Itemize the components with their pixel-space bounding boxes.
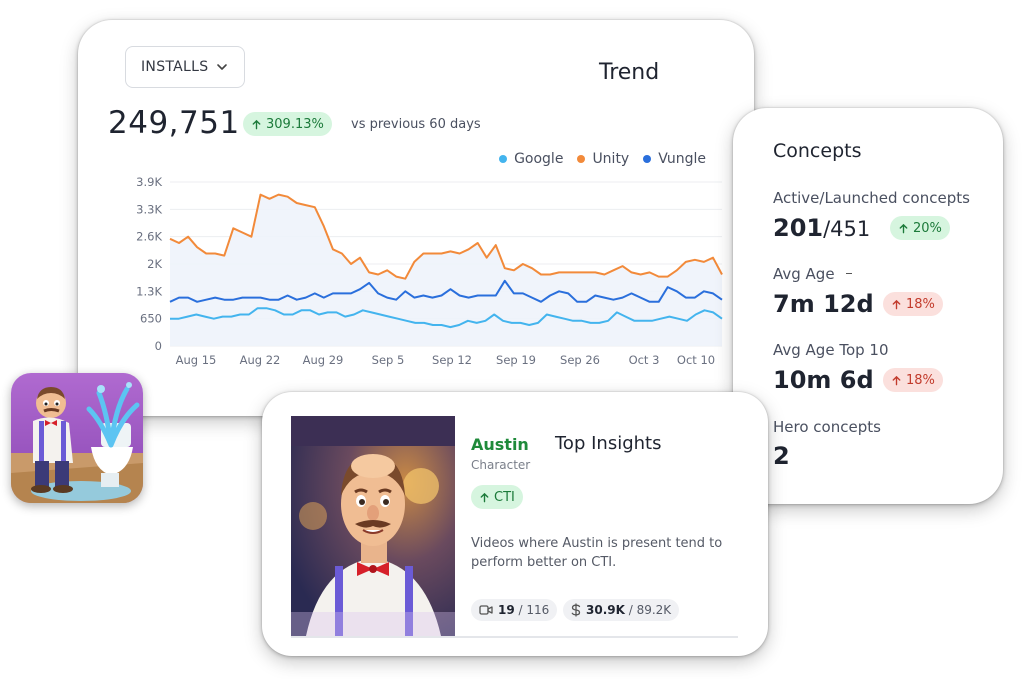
y-tick-label: 1.3K xyxy=(136,284,162,298)
spend-stat: 30.9K / 89.2K xyxy=(586,603,671,617)
app-icon[interactable] xyxy=(11,373,143,503)
y-tick-label: 2.6K xyxy=(136,230,162,244)
legend-label: Vungle xyxy=(658,151,706,167)
arrow-up-icon xyxy=(252,119,261,129)
character-type: Character xyxy=(471,458,531,472)
videos-stat-chip: 19 / 116 xyxy=(471,599,558,621)
avg-age-change-badge: 18% xyxy=(883,292,943,316)
legend-item-unity[interactable]: Unity xyxy=(577,151,629,167)
avg-age-change-value: 18% xyxy=(906,296,935,312)
video-camera-icon xyxy=(479,605,493,615)
videos-count: 19 xyxy=(498,603,515,617)
y-tick-label: 0 xyxy=(155,339,162,353)
spend-value: 30.9K xyxy=(586,603,625,617)
x-tick-label: Sep 5 xyxy=(372,353,405,367)
installs-line-chart: 3.9K 3.3K 2.6K 2K 1.3K 650 0 Aug 15 Aug 22 Aug 29… xyxy=(136,175,723,367)
active-growth-value: 20% xyxy=(913,220,942,236)
y-tick-label: 3.3K xyxy=(136,202,162,216)
insight-card: Austin Character Top Insights CTI Videos… xyxy=(262,392,768,656)
legend-item-vungle[interactable]: Vungle xyxy=(643,151,706,167)
growth-value: 309.13% xyxy=(266,116,324,132)
dollar-icon xyxy=(571,603,581,617)
divider xyxy=(846,273,852,274)
videos-stat: 19 / 116 xyxy=(498,603,549,617)
avg-age-value: 7m 12d xyxy=(773,290,874,318)
videos-total: / 116 xyxy=(514,603,550,617)
y-tick-label: 650 xyxy=(140,312,162,326)
x-tick-label: Sep 19 xyxy=(496,353,536,367)
growth-badge: 309.13% xyxy=(243,112,332,136)
legend-item-google[interactable]: Google xyxy=(499,151,563,167)
x-tick-label: Oct 10 xyxy=(677,353,715,367)
x-tick-label: Aug 15 xyxy=(176,353,217,367)
active-concepts-label: Active/Launched concepts xyxy=(773,189,970,207)
top-insights-title: Top Insights xyxy=(555,433,662,454)
hero-concepts-label: Hero concepts xyxy=(773,418,881,436)
metric-dropdown[interactable]: INSTALLS xyxy=(125,46,245,88)
avg-age-top-label: Avg Age Top 10 xyxy=(773,341,889,359)
total-installs: 249,751 xyxy=(108,105,240,141)
avg-age-label: Avg Age xyxy=(773,265,835,283)
x-tick-label: Aug 29 xyxy=(303,353,344,367)
chart-legend: Google Unity Vungle xyxy=(499,151,706,167)
total-count: /451 xyxy=(823,217,871,241)
arrow-up-icon xyxy=(892,375,901,385)
character-illustration xyxy=(291,416,455,636)
y-tick-label: 2K xyxy=(147,257,162,271)
arrow-up-icon xyxy=(892,299,901,309)
arrow-up-icon xyxy=(899,223,908,233)
metric-dropdown-label: INSTALLS xyxy=(141,59,209,75)
cti-tag-label: CTI xyxy=(494,489,515,505)
spend-total: / 89.2K xyxy=(624,603,672,617)
series-area-unity xyxy=(170,194,722,346)
x-tick-label: Sep 26 xyxy=(560,353,600,367)
active-count: 201 xyxy=(773,214,824,242)
trend-title: Trend xyxy=(599,60,660,85)
series-line-google xyxy=(170,307,723,329)
series-line-unity xyxy=(169,193,723,280)
x-tick-label: Aug 22 xyxy=(240,353,281,367)
active-concepts-value: 201/451 xyxy=(773,214,870,242)
homescapes-app-icon xyxy=(11,373,143,503)
hero-concepts-value: 2 xyxy=(773,442,790,470)
legend-dot xyxy=(643,155,652,163)
legend-dot xyxy=(499,155,508,163)
concepts-title: Concepts xyxy=(773,140,862,162)
arrow-up-icon xyxy=(480,492,489,502)
legend-dot xyxy=(577,155,586,163)
comparison-text: vs previous 60 days xyxy=(351,117,481,132)
concepts-card: Concepts Active/Launched concepts 201/45… xyxy=(733,108,1003,504)
avg-age-top-value: 10m 6d xyxy=(773,366,874,394)
character-image[interactable] xyxy=(291,416,455,636)
character-name[interactable]: Austin xyxy=(471,435,529,454)
legend-label: Google xyxy=(514,151,564,167)
x-tick-label: Oct 3 xyxy=(629,353,660,367)
legend-label: Unity xyxy=(592,151,630,167)
y-tick-label: 3.9K xyxy=(136,175,162,189)
card-divider xyxy=(291,636,738,638)
cti-tag: CTI xyxy=(471,485,523,509)
avg-age-top-change-badge: 18% xyxy=(883,368,943,392)
x-tick-label: Sep 12 xyxy=(432,353,472,367)
insight-description: Videos where Austin is present tend to p… xyxy=(471,536,723,570)
chevron-down-icon xyxy=(217,64,228,70)
spend-stat-chip: 30.9K / 89.2K xyxy=(563,599,680,621)
trend-card: INSTALLS Trend 249,751 309.13% vs previo… xyxy=(78,20,754,416)
active-growth-badge: 20% xyxy=(890,216,950,240)
series-line-vungle xyxy=(169,279,723,303)
avg-age-top-change-value: 18% xyxy=(906,372,935,388)
